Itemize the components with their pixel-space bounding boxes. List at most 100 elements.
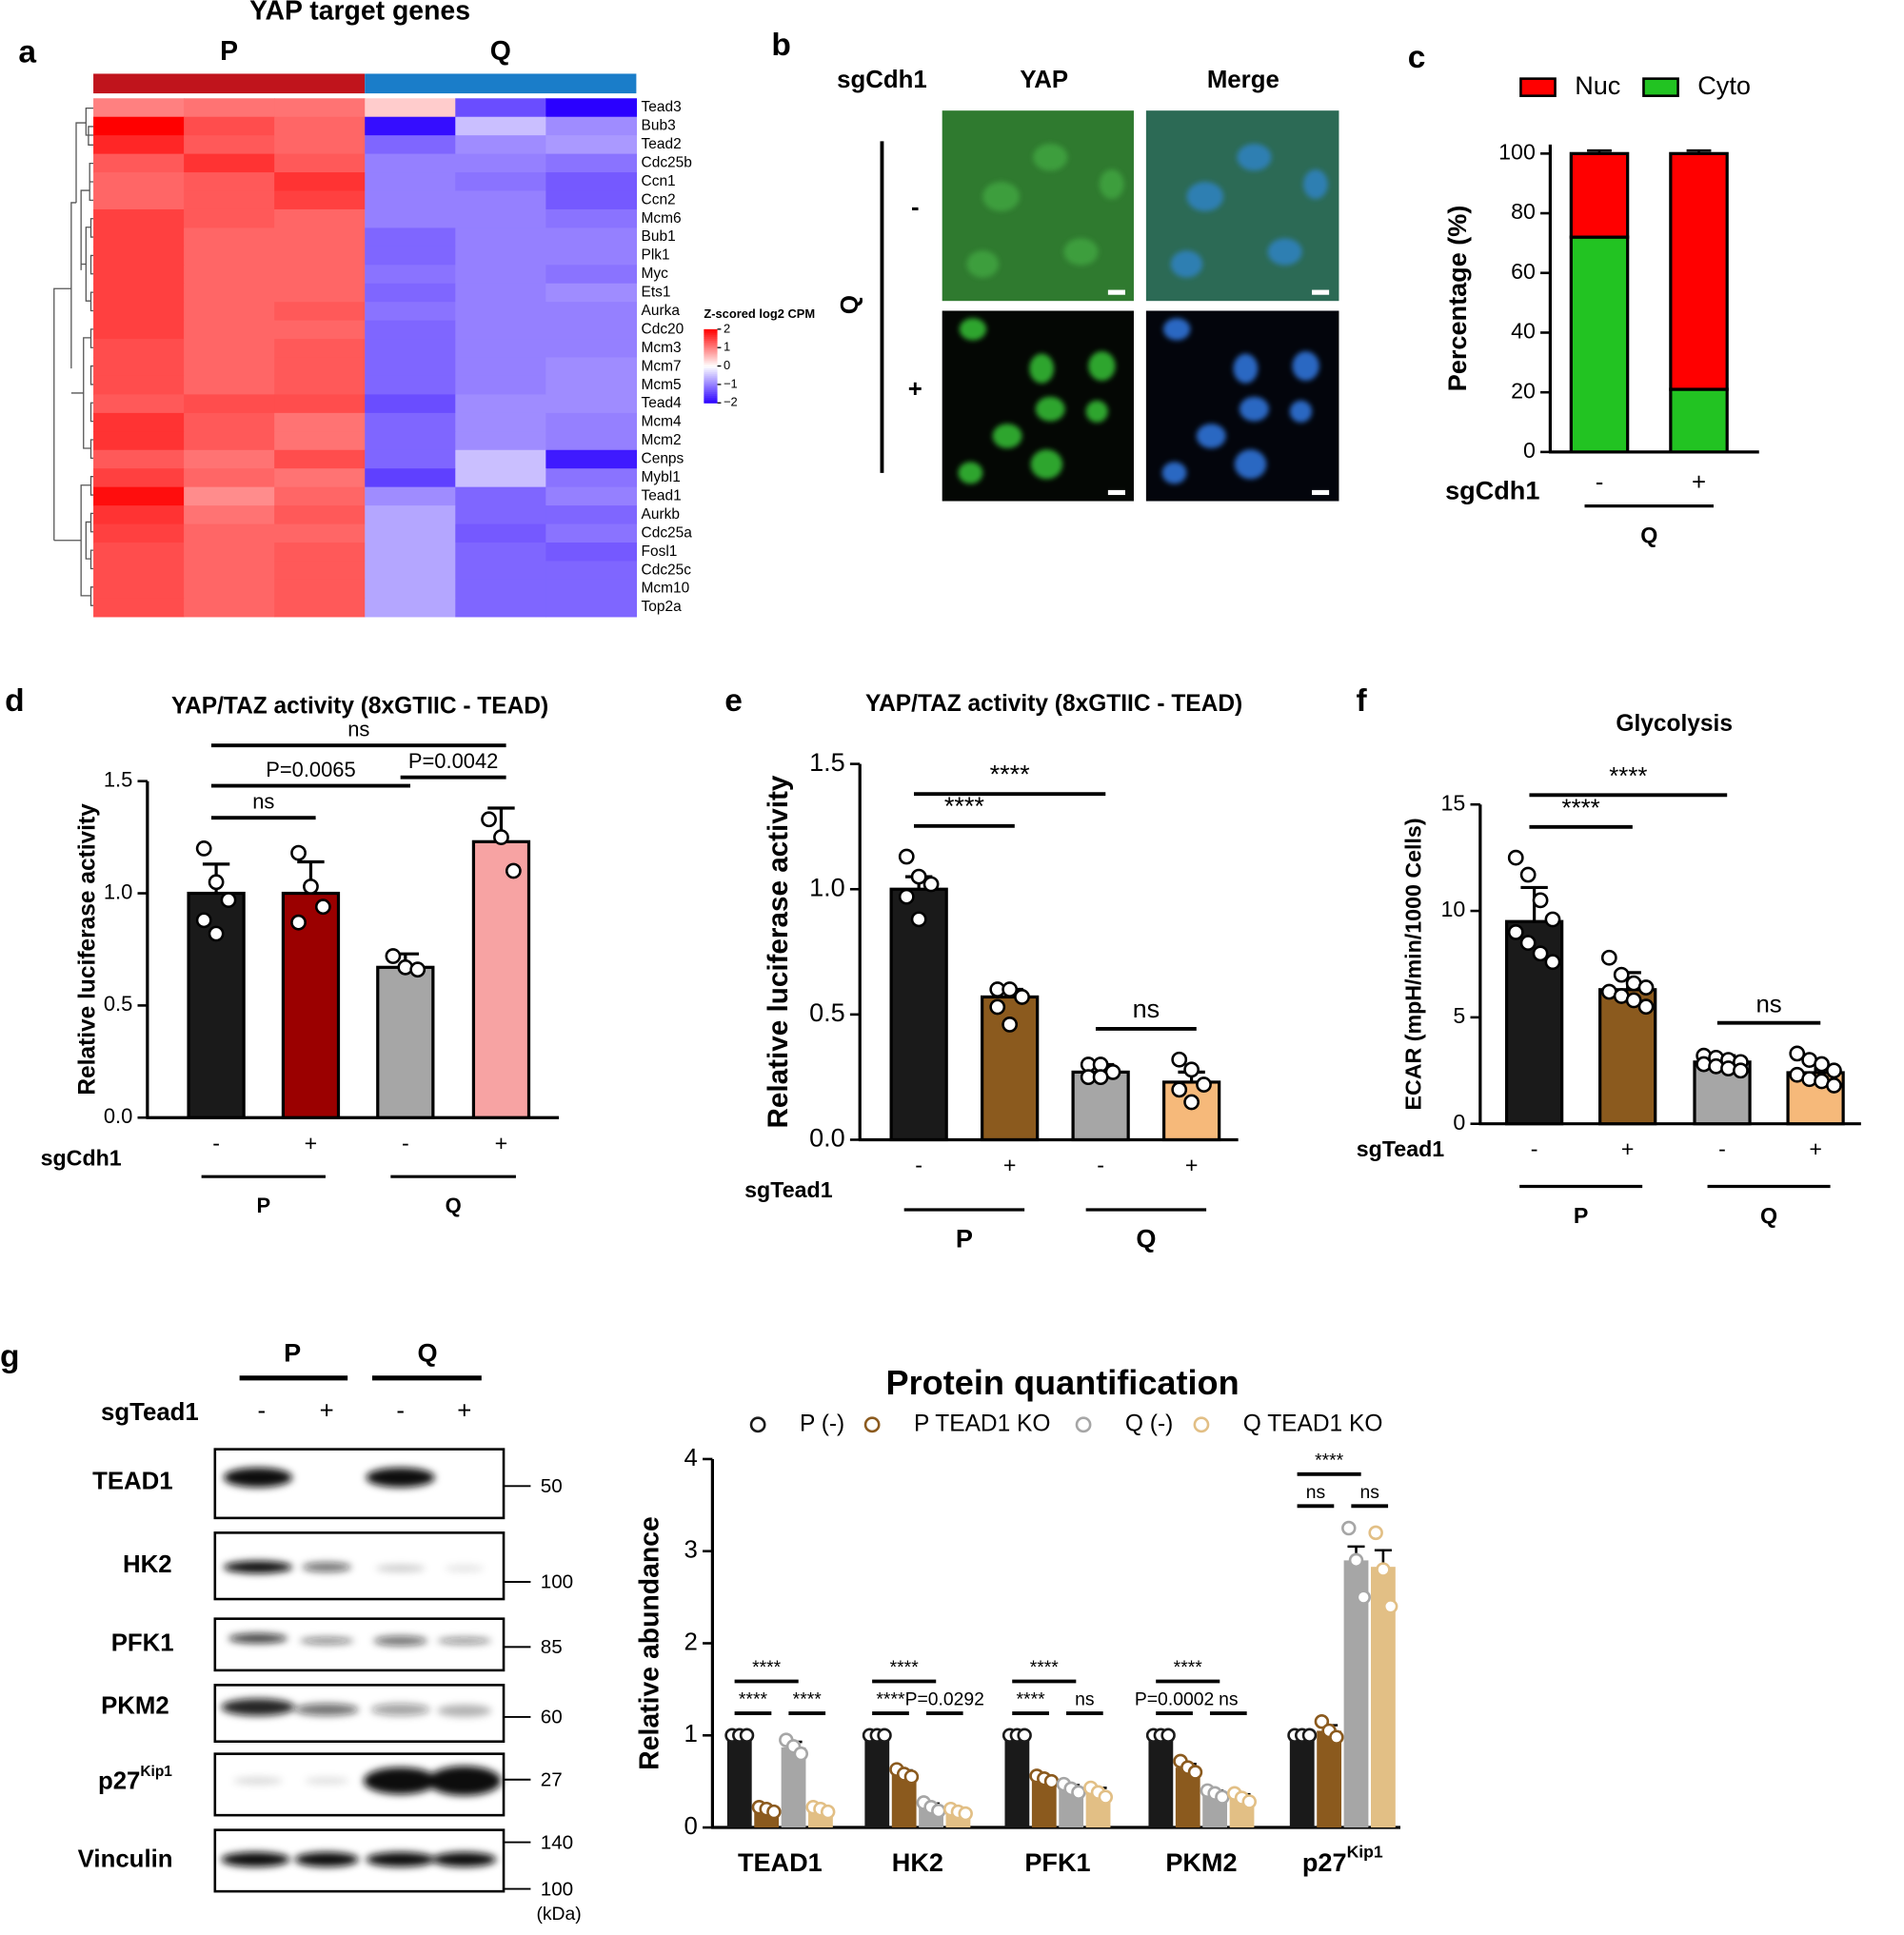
heatmap-cell — [93, 339, 185, 359]
colorbar-segment — [704, 338, 718, 341]
colorbar-tick-label: −1 — [724, 376, 738, 390]
heatmap-cell — [365, 172, 456, 192]
data-point — [481, 811, 497, 828]
data-point — [1368, 1525, 1383, 1541]
y-tick-label: 0.0 — [104, 1104, 132, 1128]
protein-label: Vinculin — [78, 1846, 173, 1873]
x-tick-label: - — [1718, 1136, 1726, 1161]
lane-label: - — [258, 1398, 267, 1425]
heatmap-cell — [184, 246, 275, 266]
data-point — [1382, 1599, 1398, 1614]
x-tick-label-sup: Kip1 — [1347, 1842, 1383, 1861]
data-point — [208, 874, 225, 891]
heatmap-cell — [455, 486, 546, 506]
data-point — [1348, 1552, 1364, 1569]
group-label: P — [1574, 1203, 1589, 1228]
legend-swatch — [1642, 77, 1679, 97]
significance-label: ns — [1075, 1689, 1094, 1710]
data-point — [1043, 1773, 1060, 1789]
heatmap-cell — [93, 561, 185, 581]
heatmap-cell — [455, 227, 546, 247]
heatmap-cell — [365, 598, 456, 618]
heatmap-cell — [545, 153, 638, 173]
heatmap-cell — [274, 505, 366, 525]
x-tick-label: + — [1003, 1153, 1017, 1177]
y-axis-label: Relative abundance — [634, 1516, 664, 1770]
heatmap-cell — [274, 302, 366, 322]
heatmap-cell — [365, 561, 456, 581]
protein-label-sup: Kip1 — [140, 1764, 172, 1780]
group-label: Q — [446, 1194, 462, 1217]
heatmap-cell — [545, 265, 638, 285]
x-tick-label: + — [1185, 1153, 1199, 1177]
heatmap-cell — [365, 265, 456, 285]
x-tick-label: TEAD1 — [738, 1847, 823, 1877]
heatmap-cell — [274, 431, 366, 451]
colorbar-tick-label: 0 — [724, 358, 730, 372]
heatmap-cell — [184, 543, 275, 563]
colorbar-segment — [704, 369, 718, 372]
heatmap-cell — [455, 190, 546, 210]
heatmap-cell — [365, 208, 456, 229]
row-label: Mcm5 — [642, 377, 682, 393]
blot — [213, 1375, 531, 1893]
data-point — [989, 998, 1006, 1016]
heatmap-cell — [365, 283, 456, 303]
row-label: Mcm3 — [642, 340, 682, 356]
heatmap-cell — [93, 227, 185, 247]
data-point — [1183, 1061, 1200, 1078]
colorbar-segment — [704, 401, 718, 404]
colorbar-segment — [704, 362, 718, 365]
colorbar-segment — [704, 344, 718, 346]
heatmap-cell — [455, 116, 546, 136]
row-label: Ccn1 — [642, 173, 676, 189]
heatmap-cell — [545, 412, 638, 432]
heatmap-cell — [184, 302, 275, 322]
group-label: Q — [1640, 523, 1657, 547]
heatmap-cell — [365, 412, 456, 432]
heatmap-cell — [93, 172, 185, 192]
heatmap-cell — [455, 135, 546, 155]
group-label: Q — [418, 1337, 438, 1367]
panel-letter: a — [18, 35, 36, 70]
heatmap-cell — [545, 135, 638, 155]
y-axis-label: ECAR (mpH/min/1000 Cells) — [1401, 818, 1426, 1110]
row-label: Aurkb — [642, 506, 680, 523]
heatmap-cell — [93, 449, 185, 469]
heatmap-cell — [365, 153, 456, 173]
heatmap-cell — [455, 412, 546, 432]
heatmap-cell — [365, 523, 456, 543]
heatmap-cell — [365, 190, 456, 210]
heatmap-cell — [274, 412, 366, 432]
significance-label: **** — [1562, 796, 1600, 822]
heatmap-cell — [545, 449, 638, 469]
data-point — [1507, 849, 1524, 866]
y-tick-label: 1.0 — [809, 872, 845, 901]
heatmap-cell — [93, 468, 185, 488]
heatmap-cell — [545, 357, 638, 377]
colorbar-segment — [704, 328, 718, 332]
heatmap-cell — [545, 339, 638, 359]
colorbar-segment — [704, 391, 718, 395]
legend-label: Nuc — [1575, 70, 1620, 100]
y-tick-label: 15 — [1441, 790, 1466, 815]
x-axis-label: sgTead1 — [744, 1177, 833, 1202]
x-tick-label: + — [1692, 469, 1706, 496]
heatmap-cell — [455, 561, 546, 581]
colorbar-segment — [704, 332, 718, 336]
y-tick-label: 0.5 — [809, 997, 845, 1027]
significance-label: P=0.0065 — [266, 758, 355, 781]
column-header: YAP — [1020, 67, 1068, 93]
heatmap-cell — [93, 375, 185, 396]
x-tick-label: p27 — [1302, 1847, 1347, 1877]
heatmap-cell — [365, 375, 456, 396]
heatmap-cell — [184, 227, 275, 247]
colorbar-segment — [704, 384, 718, 387]
row-label: Mcm6 — [642, 210, 682, 227]
data-point — [877, 1728, 892, 1744]
heatmap-cell — [365, 116, 456, 136]
heatmap-cell — [365, 246, 456, 266]
data-point — [1002, 981, 1019, 997]
legend-label: Q (-) — [1125, 1411, 1173, 1436]
data-point — [1171, 1051, 1188, 1068]
